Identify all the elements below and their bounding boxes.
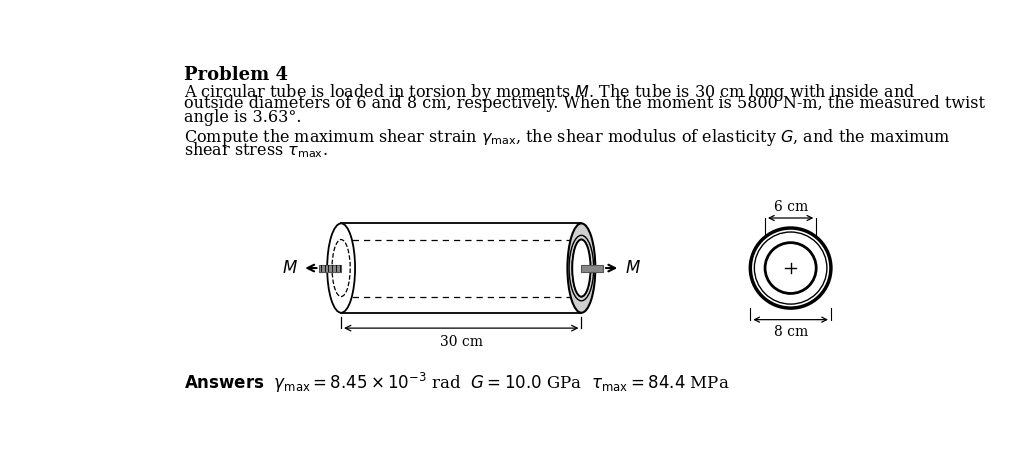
Ellipse shape <box>328 223 355 313</box>
Polygon shape <box>341 223 582 313</box>
Bar <box>319 265 341 271</box>
Text: 30 cm: 30 cm <box>439 335 482 349</box>
Circle shape <box>751 228 830 308</box>
Text: angle is 3.63°.: angle is 3.63°. <box>183 108 301 126</box>
Text: shear stress $\tau_{\mathrm{max}}$.: shear stress $\tau_{\mathrm{max}}$. <box>183 140 328 160</box>
Text: $\mathbf{Answers}$  $\gamma_{\mathrm{max}} = 8.45 \times 10^{-3}$ rad  $G = 10.0: $\mathbf{Answers}$ $\gamma_{\mathrm{max}… <box>183 371 729 396</box>
Circle shape <box>765 243 816 293</box>
Ellipse shape <box>569 235 594 301</box>
Text: Compute the maximum shear strain $\gamma_{\mathrm{max}}$, the shear modulus of e: Compute the maximum shear strain $\gamma… <box>183 127 950 148</box>
Circle shape <box>755 232 827 304</box>
Text: $M$: $M$ <box>625 260 641 277</box>
Ellipse shape <box>567 223 595 313</box>
Text: $M$: $M$ <box>282 260 298 277</box>
Text: Problem 4: Problem 4 <box>183 66 288 84</box>
Text: 6 cm: 6 cm <box>773 200 808 214</box>
Ellipse shape <box>332 239 350 297</box>
Text: A circular tube is loaded in torsion by moments $M$. The tube is 30 cm long with: A circular tube is loaded in torsion by … <box>183 82 914 103</box>
Ellipse shape <box>572 239 591 297</box>
Text: 8 cm: 8 cm <box>773 325 808 339</box>
Bar <box>582 265 603 271</box>
Text: outside diameters of 6 and 8 cm, respectively. When the moment is 5800 N-m, the : outside diameters of 6 and 8 cm, respect… <box>183 95 985 112</box>
Ellipse shape <box>572 239 591 297</box>
